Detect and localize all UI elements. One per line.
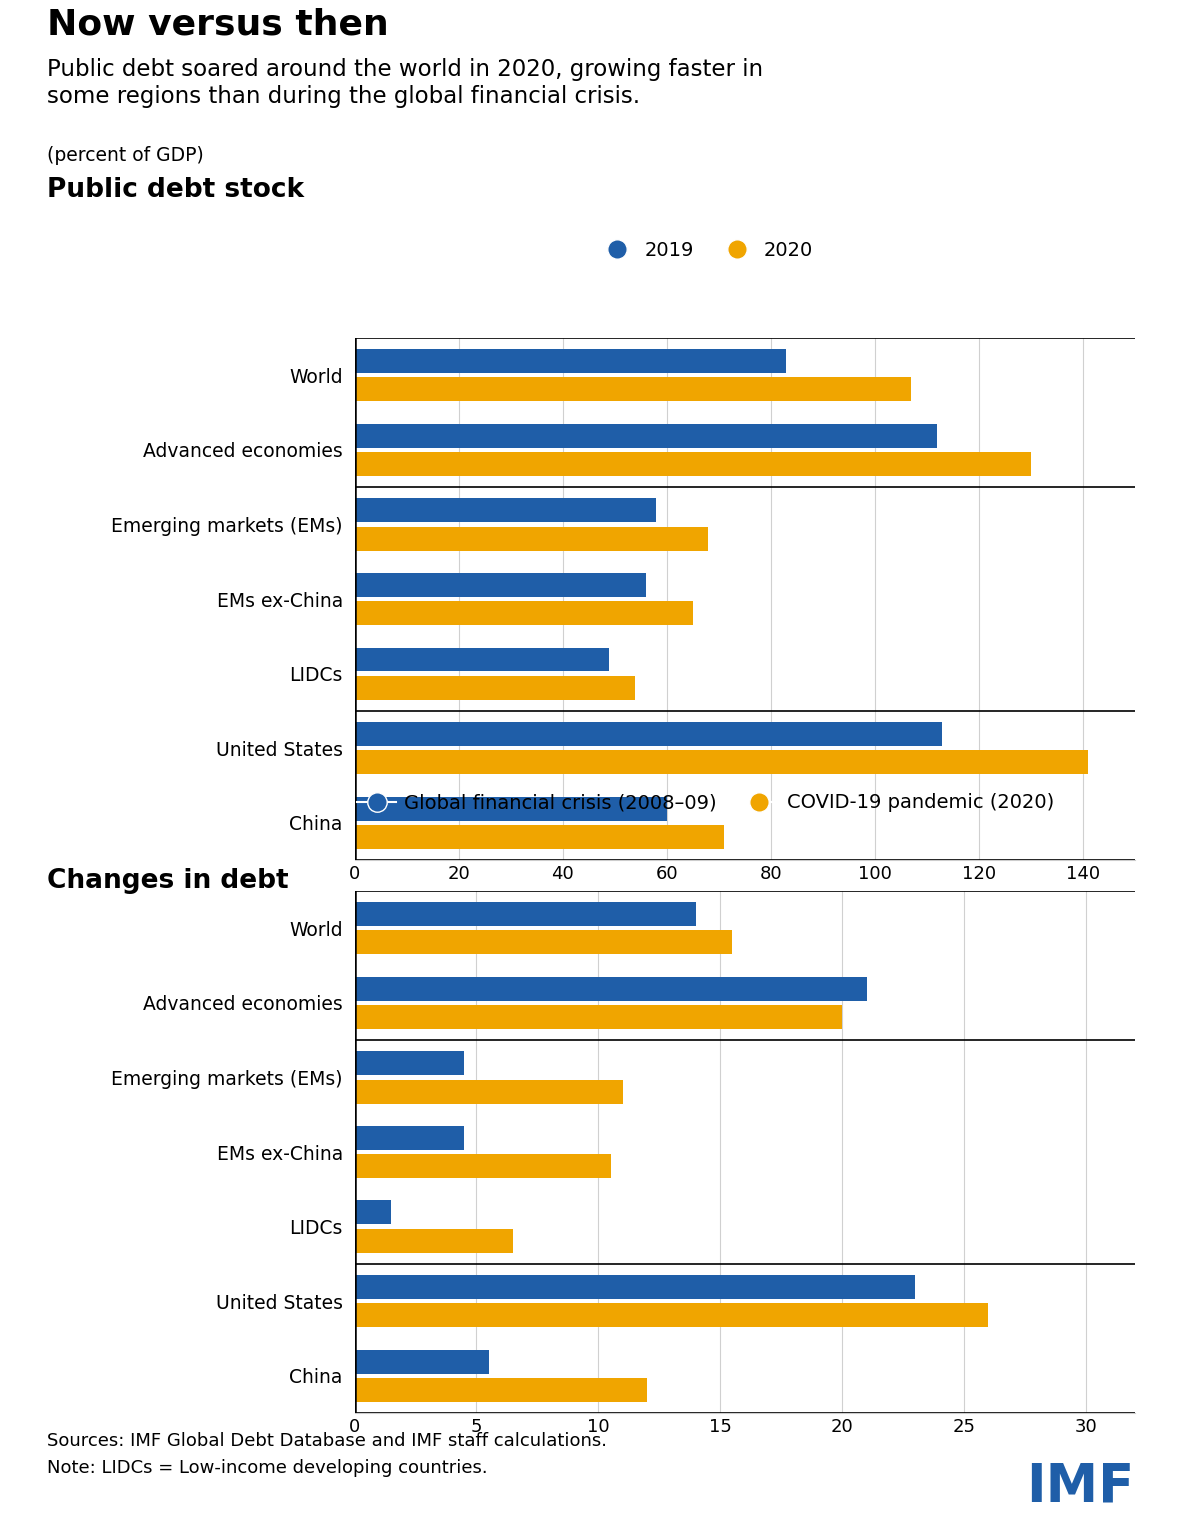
Bar (355, 825, 723, 849)
Bar (355, 1378, 648, 1402)
Bar (355, 1080, 623, 1103)
Legend: Global financial crisis (2008–09), COVID-19 pandemic (2020): Global financial crisis (2008–09), COVID… (350, 786, 1061, 820)
Bar (355, 378, 911, 401)
Text: (percent of GDP): (percent of GDP) (47, 146, 204, 164)
Bar (355, 1304, 988, 1327)
Bar (355, 1051, 465, 1075)
Bar (355, 797, 667, 820)
Bar (355, 1350, 488, 1373)
Bar (355, 1154, 611, 1178)
Bar (355, 1201, 391, 1224)
Bar (355, 1229, 513, 1253)
Text: IMF: IMF (1027, 1461, 1135, 1513)
Text: Note: LIDCs = Low-income developing countries.: Note: LIDCs = Low-income developing coun… (47, 1459, 488, 1478)
Legend: 2019, 2020: 2019, 2020 (590, 233, 821, 267)
Bar (355, 573, 645, 598)
Text: Changes in debt: Changes in debt (47, 868, 288, 894)
Bar (355, 676, 636, 700)
Bar (355, 1275, 915, 1299)
Bar (355, 498, 656, 522)
Bar (355, 1126, 465, 1150)
Text: Now versus then: Now versus then (47, 8, 389, 41)
Bar (355, 601, 693, 625)
Bar (355, 452, 1031, 476)
Bar (355, 424, 937, 447)
Bar (355, 648, 610, 671)
Text: Sources: IMF Global Debt Database and IMF staff calculations.: Sources: IMF Global Debt Database and IM… (47, 1432, 608, 1450)
Bar (355, 722, 942, 746)
Bar (355, 902, 696, 926)
Bar (355, 349, 786, 373)
Bar (355, 931, 733, 954)
Text: Public debt stock: Public debt stock (47, 177, 305, 203)
Bar (355, 977, 866, 1000)
Text: Public debt soared around the world in 2020, growing faster in
some regions than: Public debt soared around the world in 2… (47, 58, 764, 108)
Bar (355, 751, 1087, 774)
Bar (355, 1005, 842, 1029)
Bar (355, 527, 708, 550)
